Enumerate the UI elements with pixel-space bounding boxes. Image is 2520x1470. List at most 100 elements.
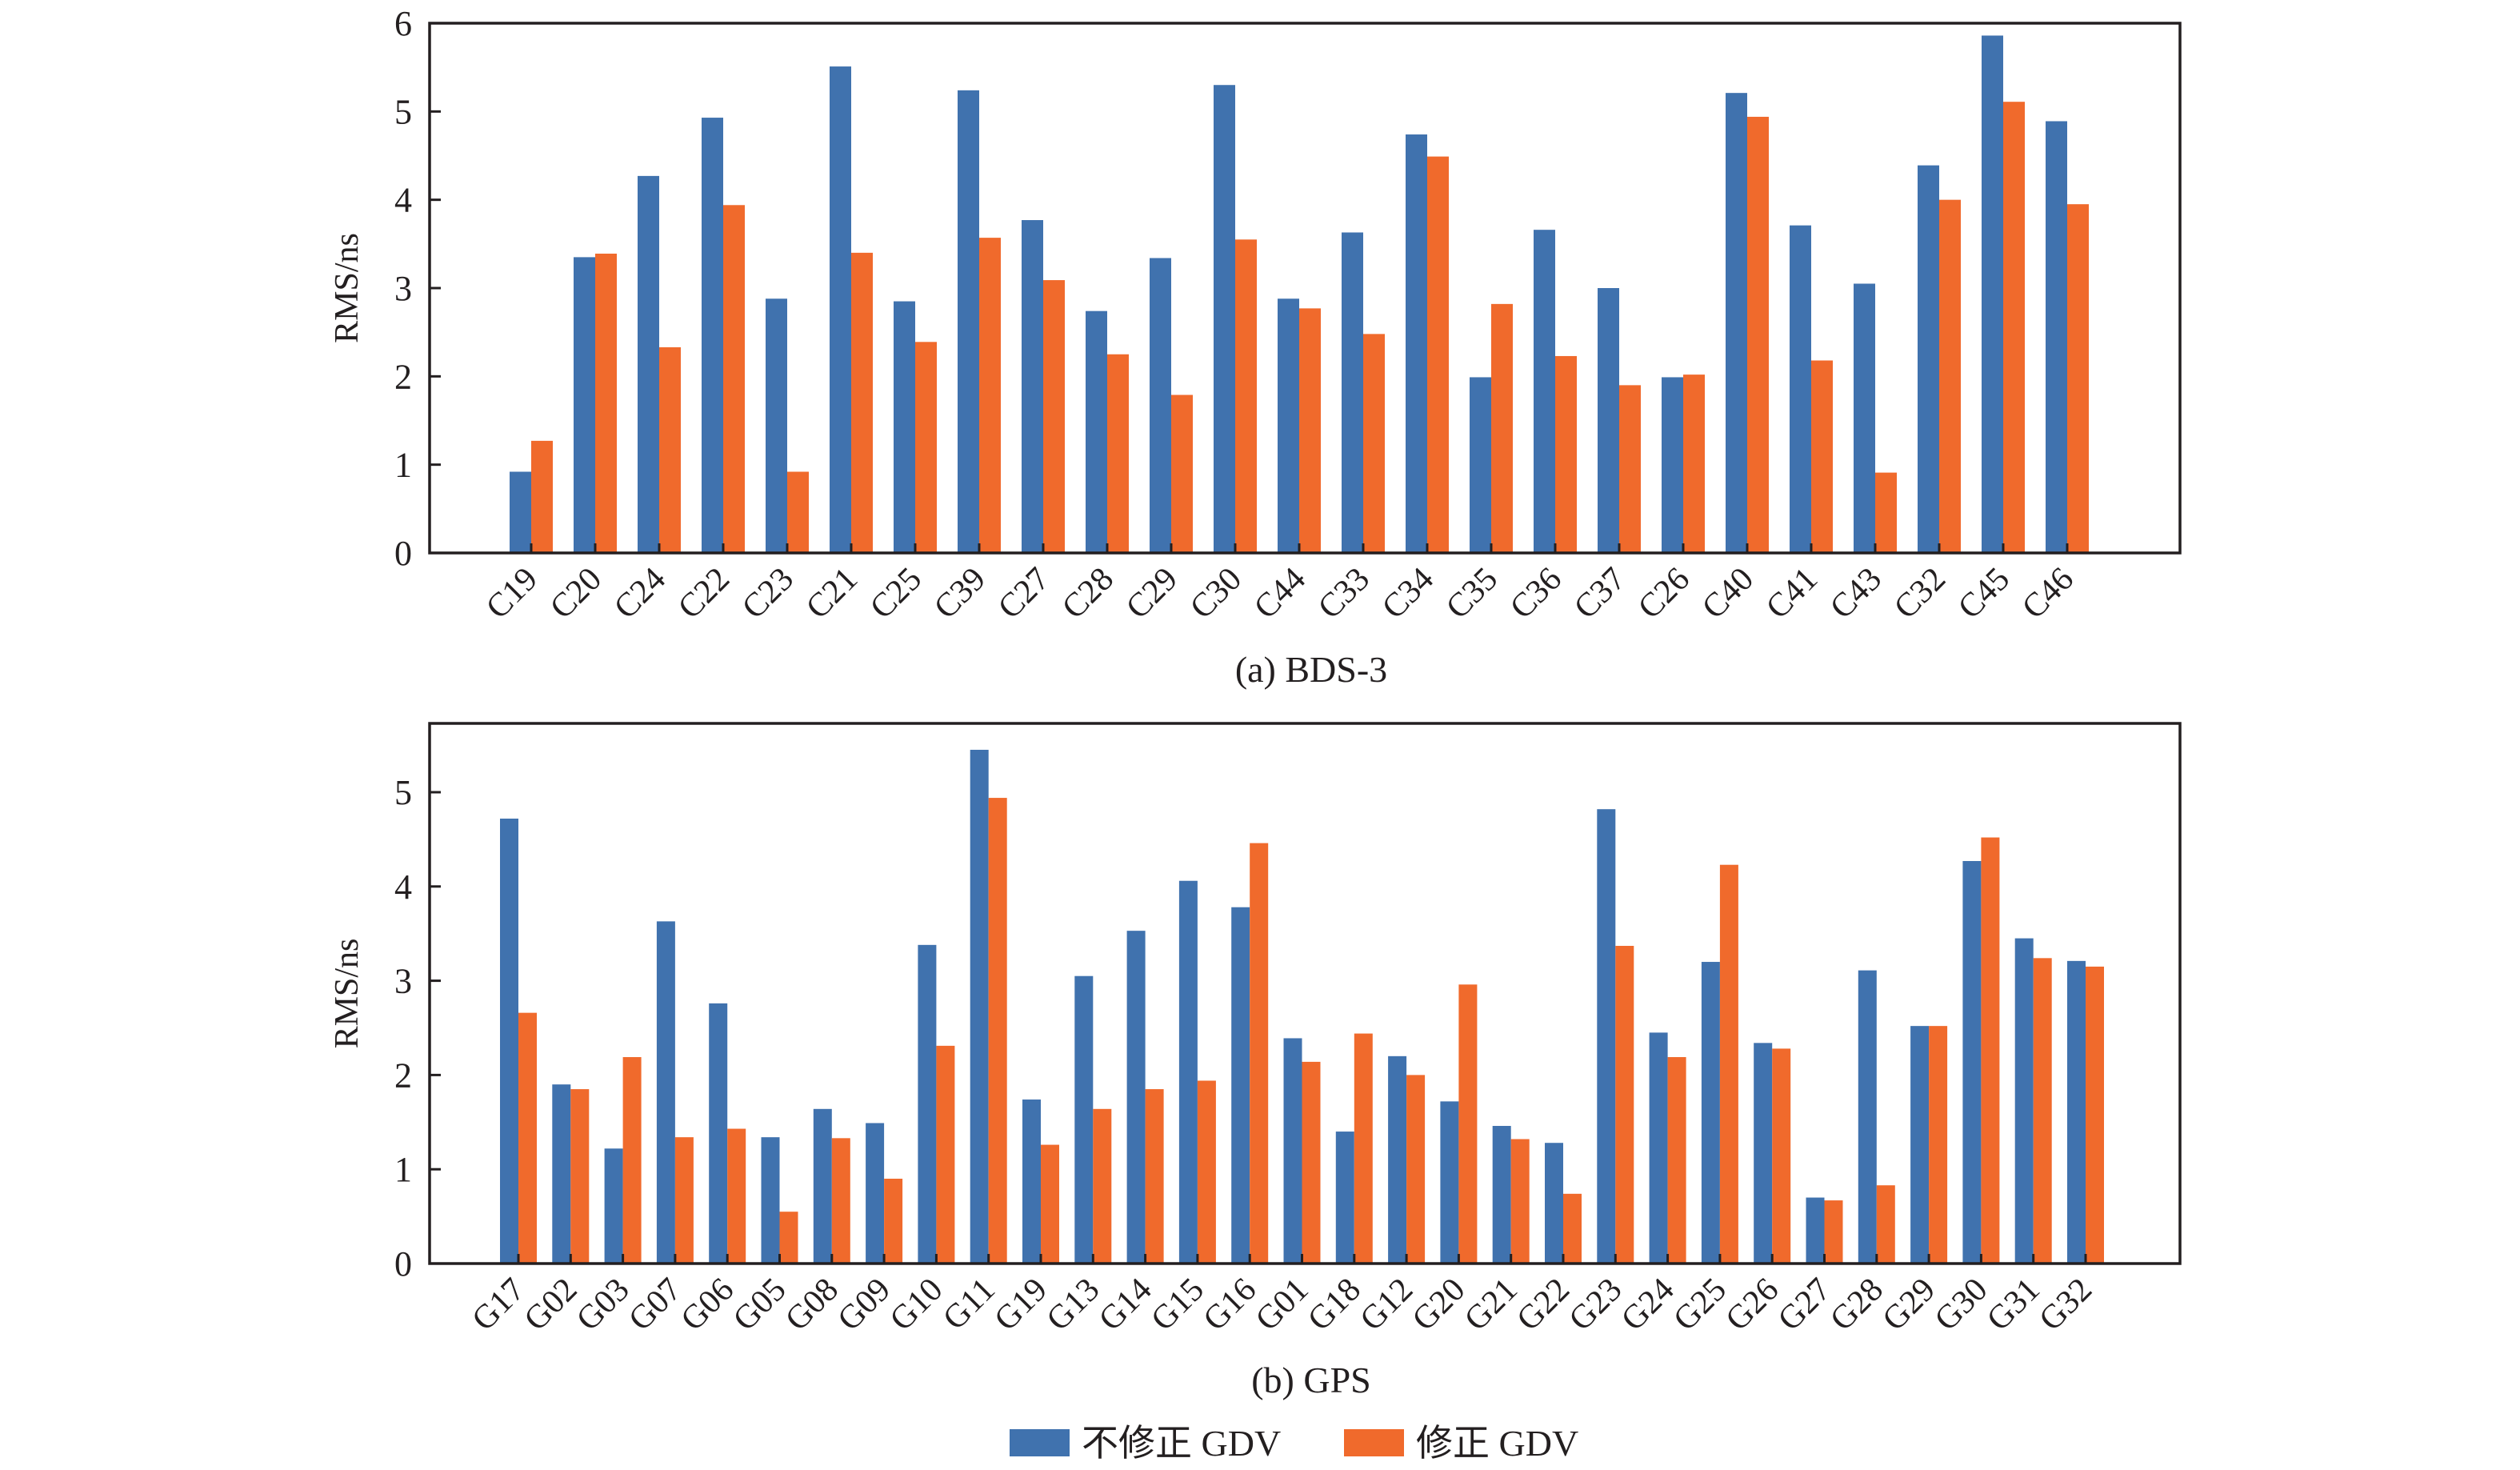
bar-uncorrected-g27 <box>1806 1197 1825 1264</box>
x-tick-label: C34 <box>1375 561 1441 627</box>
bar-corrected-c43 <box>1875 472 1897 553</box>
x-tick-label: G32 <box>2032 1272 2099 1339</box>
chart-caption: (a) BDS-3 <box>1235 649 1387 690</box>
bar-uncorrected-c24 <box>638 175 659 554</box>
bar-corrected-g27 <box>1824 1200 1843 1264</box>
bar-uncorrected-g17 <box>500 818 518 1264</box>
x-tick-label: G19 <box>987 1272 1054 1339</box>
x-tick-label: G08 <box>778 1272 846 1339</box>
bar-uncorrected-g30 <box>1962 860 1982 1264</box>
x-tick-label: C32 <box>1887 561 1953 627</box>
x-tick-label: G29 <box>1875 1272 1942 1339</box>
legend-label-corrected: 修正 GDV <box>1416 1423 1578 1464</box>
bar-uncorrected-c33 <box>1342 232 1363 553</box>
bar-uncorrected-g02 <box>552 1084 571 1264</box>
y-tick-label: 3 <box>394 269 412 308</box>
bar-uncorrected-g18 <box>1335 1132 1354 1264</box>
bar-corrected-c45 <box>2003 102 2025 554</box>
x-tick-label: C24 <box>607 561 673 627</box>
bar-uncorrected-g19 <box>1022 1099 1041 1264</box>
x-tick-label: C21 <box>799 561 865 627</box>
x-tick-label: G24 <box>1614 1272 1682 1339</box>
bar-uncorrected-c36 <box>1534 230 1555 553</box>
bar-corrected-g11 <box>988 798 1007 1264</box>
bar-uncorrected-g25 <box>1701 962 1720 1264</box>
bar-uncorrected-g26 <box>1754 1043 1773 1264</box>
x-tick-label: G26 <box>1719 1272 1786 1339</box>
legend-label-uncorrected: 不修正 GDV <box>1082 1423 1281 1464</box>
x-tick-label: C27 <box>991 561 1057 627</box>
bar-corrected-c25 <box>915 342 937 553</box>
bar-corrected-g09 <box>884 1178 903 1264</box>
bar-uncorrected-c19 <box>510 471 531 553</box>
bar-corrected-c29 <box>1171 395 1193 553</box>
bar-uncorrected-g12 <box>1388 1055 1407 1264</box>
x-tick-label: C33 <box>1311 561 1377 627</box>
bar-corrected-g13 <box>1093 1108 1112 1264</box>
bar-corrected-g29 <box>1929 1026 1948 1264</box>
bar-corrected-c41 <box>1811 360 1833 553</box>
x-tick-label: C35 <box>1439 561 1505 627</box>
bar-uncorrected-g06 <box>709 1003 728 1264</box>
bar-corrected-g26 <box>1772 1048 1791 1264</box>
bar-uncorrected-g28 <box>1858 970 1877 1264</box>
bar-corrected-c44 <box>1299 308 1321 553</box>
x-tick-label: C19 <box>479 561 545 627</box>
bar-uncorrected-g15 <box>1178 880 1198 1264</box>
bar-uncorrected-c40 <box>1726 93 1747 553</box>
bar-corrected-g15 <box>1197 1080 1216 1264</box>
bar-corrected-g28 <box>1876 1185 1895 1264</box>
y-axis-title: RMS/ns <box>329 233 366 343</box>
bar-corrected-g30 <box>1981 837 2000 1264</box>
bar-corrected-c30 <box>1235 239 1257 553</box>
x-tick-label: G03 <box>570 1272 637 1339</box>
x-tick-label: G02 <box>518 1272 585 1339</box>
bar-corrected-c21 <box>851 252 873 553</box>
y-tick-label: 1 <box>394 446 412 485</box>
bar-uncorrected-g20 <box>1440 1101 1459 1264</box>
x-tick-label: G30 <box>1928 1272 1995 1339</box>
x-tick-label: G13 <box>1040 1272 1107 1339</box>
bar-uncorrected-g09 <box>866 1123 885 1264</box>
bar-uncorrected-c21 <box>830 66 851 553</box>
bar-uncorrected-c35 <box>1470 377 1491 553</box>
bar-corrected-c20 <box>595 253 617 553</box>
y-tick-label: 0 <box>394 1244 412 1284</box>
bar-uncorrected-g31 <box>2014 938 2034 1264</box>
x-tick-label: C30 <box>1183 561 1249 627</box>
bar-uncorrected-g24 <box>1649 1032 1668 1264</box>
x-tick-label: G18 <box>1301 1272 1368 1339</box>
bar-uncorrected-c25 <box>894 301 915 553</box>
y-tick-label: 6 <box>394 4 412 43</box>
bar-corrected-g12 <box>1406 1075 1426 1264</box>
y-tick-label: 1 <box>394 1150 412 1189</box>
bar-corrected-g02 <box>570 1089 590 1264</box>
bar-uncorrected-g32 <box>2067 960 2086 1264</box>
y-axis-title: RMS/ns <box>329 939 366 1049</box>
bar-corrected-g16 <box>1250 843 1269 1264</box>
chart-gps: G17G02G03G07G06G05G08G09G10G11G19G13G14G… <box>329 722 2182 1400</box>
bar-uncorrected-c29 <box>1150 258 1171 553</box>
bar-corrected-c40 <box>1747 116 1769 553</box>
x-tick-label: G16 <box>1197 1272 1264 1339</box>
x-tick-label: G27 <box>1771 1272 1838 1339</box>
x-tick-label: G10 <box>883 1272 950 1339</box>
bar-uncorrected-g14 <box>1126 931 1146 1264</box>
bar-uncorrected-c39 <box>958 90 979 553</box>
x-tick-label: C46 <box>2015 561 2081 627</box>
x-tick-label: G25 <box>1666 1272 1734 1339</box>
chart-bds3: C19C20C24C22C23C21C25C39C27C28C29C30C44C… <box>329 4 2182 690</box>
legend-swatch-corrected <box>1344 1429 1404 1456</box>
bar-uncorrected-g05 <box>761 1137 780 1264</box>
bar-corrected-g21 <box>1510 1139 1530 1264</box>
bar-uncorrected-c27 <box>1022 220 1043 553</box>
bar-corrected-g20 <box>1458 984 1478 1264</box>
x-tick-label: G05 <box>726 1272 794 1339</box>
x-tick-label: G20 <box>1406 1272 1473 1339</box>
bar-uncorrected-g08 <box>813 1108 832 1264</box>
bar-uncorrected-c46 <box>2046 121 2067 554</box>
bar-uncorrected-g07 <box>656 921 675 1264</box>
y-tick-label: 4 <box>394 181 412 220</box>
bar-corrected-c27 <box>1043 280 1065 553</box>
